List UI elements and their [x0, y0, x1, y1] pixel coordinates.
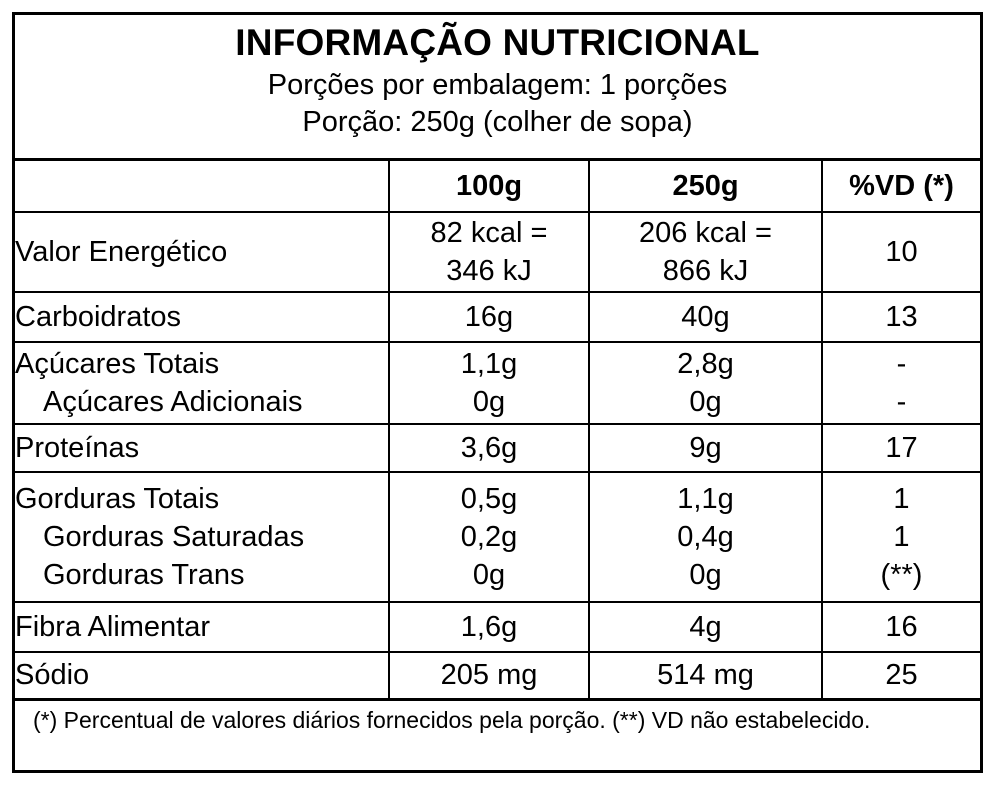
energy-label: Valor Energético — [15, 210, 390, 293]
fats-total-vd: 1 — [893, 482, 910, 515]
fats-trans-vd: (**) — [880, 558, 923, 591]
fats-250g: 1,1g 0,4g 0g — [588, 470, 823, 603]
protein-250g: 9g — [588, 422, 823, 473]
sodium-vd: 25 — [821, 650, 980, 701]
sugars-100g: 1,1g 0g — [388, 340, 590, 425]
table-row-protein: Proteínas 3,6g 9g 17 — [15, 422, 980, 473]
table-row-sodium: Sódio 205 mg 514 mg 25 — [15, 650, 980, 701]
energy-vd: 10 — [821, 210, 980, 293]
nutrition-title: INFORMAÇÃO NUTRICIONAL — [235, 22, 760, 63]
sugars-250g: 2,8g 0g — [588, 340, 823, 425]
fats-saturated-vd: 1 — [893, 520, 910, 553]
sugars-vd: - - — [821, 340, 980, 425]
energy-100g: 82 kcal = 346 kJ — [388, 210, 590, 293]
sugars-total-250g: 2,8g — [677, 347, 734, 380]
fats-saturated-250g: 0,4g — [677, 520, 734, 553]
fats-trans-250g: 0g — [689, 558, 722, 591]
fats-trans-label: Gorduras Trans — [43, 558, 245, 591]
sodium-label: Sódio — [15, 650, 390, 701]
protein-label: Proteínas — [15, 422, 390, 473]
table-row-energy: Valor Energético 82 kcal = 346 kJ 206 kc… — [15, 210, 980, 293]
fats-vd: 1 1 (**) — [821, 470, 980, 603]
fats-trans-100g: 0g — [472, 558, 506, 591]
table-header-row: 100g 250g %VD (*) — [15, 158, 980, 213]
fats-saturated-label: Gorduras Saturadas — [43, 520, 305, 553]
header-blank-cell — [15, 158, 390, 213]
sugars-total-vd: - — [896, 347, 907, 380]
sugars-added-250g: 0g — [689, 385, 722, 418]
sugars-added-vd: - — [896, 385, 907, 418]
protein-100g: 3,6g — [388, 422, 590, 473]
carbs-vd: 13 — [821, 290, 980, 343]
fats-saturated-100g: 0,2g — [460, 520, 518, 553]
sugars-added-100g: 0g — [472, 385, 506, 418]
sugars-total-100g: 1,1g — [460, 347, 518, 380]
sodium-100g: 205 mg — [388, 650, 590, 701]
table-row-sugars: Açúcares Totais Açúcares Adicionais 1,1g… — [15, 340, 980, 425]
header-vd: %VD (*) — [821, 158, 980, 213]
energy-100g-kcal: 82 kcal = — [430, 216, 548, 249]
table-row-fats: Gorduras Totais Gorduras Saturadas Gordu… — [15, 470, 980, 603]
nutrition-table: 100g 250g %VD (*) Valor Energético 82 kc… — [15, 158, 980, 701]
serving-size: Porção: 250g (colher de sopa) — [302, 106, 693, 138]
sugars-labels: Açúcares Totais Açúcares Adicionais — [15, 340, 390, 425]
sugars-total-label: Açúcares Totais — [15, 347, 220, 380]
servings-per-package: Porções por embalagem: 1 porções — [267, 69, 728, 101]
fiber-250g: 4g — [588, 600, 823, 653]
footnote: (*) Percentual de valores diários fornec… — [33, 707, 871, 733]
carbs-250g: 40g — [588, 290, 823, 343]
protein-vd: 17 — [821, 422, 980, 473]
fats-labels: Gorduras Totais Gorduras Saturadas Gordu… — [15, 470, 390, 603]
fiber-vd: 16 — [821, 600, 980, 653]
fiber-label: Fibra Alimentar — [15, 600, 390, 653]
fats-total-250g: 1,1g — [677, 482, 734, 515]
carbs-100g: 16g — [388, 290, 590, 343]
sodium-250g: 514 mg — [588, 650, 823, 701]
energy-250g: 206 kcal = 866 kJ — [588, 210, 823, 293]
energy-250g-kj: 866 kJ — [662, 254, 749, 287]
header-250g: 250g — [588, 158, 823, 213]
nutrition-facts-panel: INFORMAÇÃO NUTRICIONAL Porções por embal… — [12, 12, 983, 773]
fats-100g: 0,5g 0,2g 0g — [388, 470, 590, 603]
fats-total-label: Gorduras Totais — [15, 482, 220, 515]
fats-total-100g: 0,5g — [460, 482, 518, 515]
nutrition-header: INFORMAÇÃO NUTRICIONAL Porções por embal… — [15, 15, 980, 158]
sugars-added-label: Açúcares Adicionais — [43, 385, 303, 418]
energy-100g-kj: 346 kJ — [446, 254, 532, 287]
table-row-fiber: Fibra Alimentar 1,6g 4g 16 — [15, 600, 980, 653]
header-100g: 100g — [388, 158, 590, 213]
energy-250g-kcal: 206 kcal = — [638, 216, 772, 249]
carbs-label: Carboidratos — [15, 290, 390, 343]
fiber-100g: 1,6g — [388, 600, 590, 653]
table-row-carbs: Carboidratos 16g 40g 13 — [15, 290, 980, 343]
